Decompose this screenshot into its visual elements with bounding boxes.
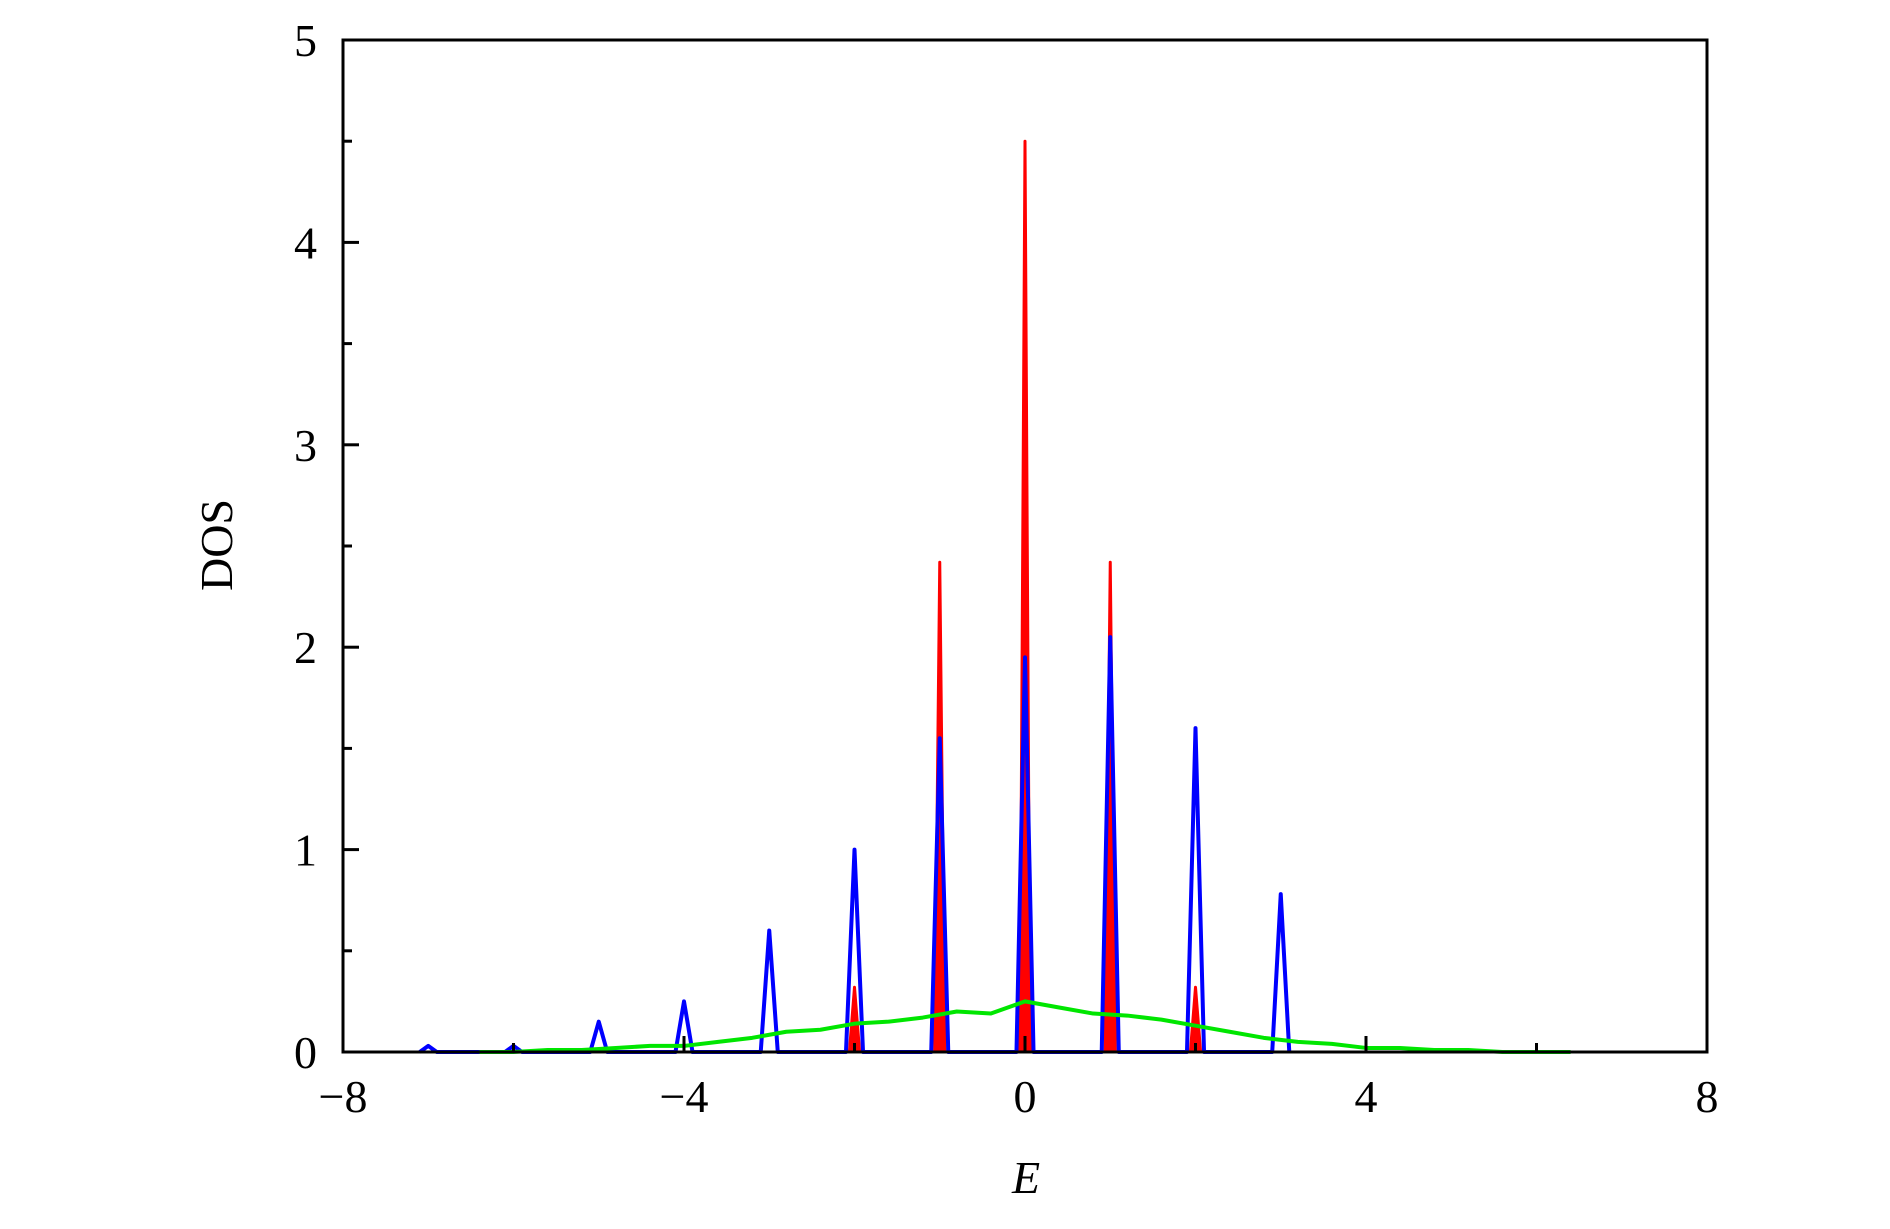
y-axis-label: DOS [191, 499, 242, 591]
x-tick-label: 4 [1355, 1071, 1378, 1122]
y-tick-label: 4 [294, 217, 317, 268]
y-tick-label: 0 [294, 1027, 317, 1078]
x-tick-label: −8 [319, 1071, 368, 1122]
x-axis-label: E [1011, 1152, 1040, 1203]
y-tick-label: 5 [294, 15, 317, 66]
area [847, 139, 1203, 1054]
line [479, 999, 1571, 1054]
x-tick-label: 8 [1696, 1071, 1719, 1122]
y-tick-label: 3 [294, 420, 317, 471]
y-tick-label: 1 [294, 825, 317, 876]
y-tick-label: 2 [294, 622, 317, 673]
x-tick-label: −4 [660, 1071, 709, 1122]
x-tick-label: 0 [1014, 1071, 1037, 1122]
